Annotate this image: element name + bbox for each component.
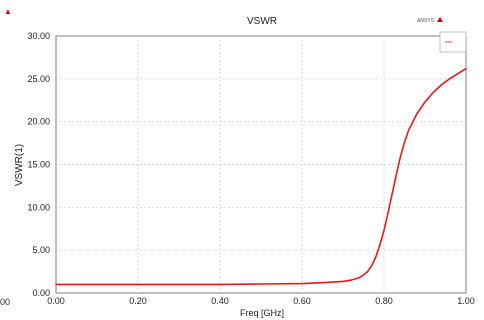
legend-box [439, 31, 467, 53]
y-tick-label: 0.00 [32, 288, 50, 298]
ansys-logo-mark [437, 17, 443, 22]
x-tick-label: 0.60 [293, 296, 311, 306]
y-tick-label: 30.00 [27, 31, 50, 41]
x-tick-label: 0.40 [211, 296, 229, 306]
y-tick-label: 20.00 [27, 117, 50, 127]
y-tick-label: 15.00 [27, 160, 50, 170]
x-tick-label: 1.00 [457, 296, 475, 306]
x-axis-ticks: 0.00 0.20 0.40 0.60 0.80 1.00 [47, 296, 475, 306]
series-layer [55, 67, 467, 286]
y-axis-label: VSWR(1) [14, 144, 25, 186]
x-tick-label: 0.20 [129, 296, 147, 306]
y-axis-ticks: 0.00 5.00 10.00 15.00 20.00 25.00 30.00 [27, 31, 50, 298]
ansys-logo-text: ANSYS [417, 18, 435, 24]
y-tick-label: 5.00 [32, 245, 50, 255]
x-tick-label: 0.80 [375, 296, 393, 306]
y-tick-label: 10.00 [27, 202, 50, 212]
legend [439, 31, 467, 53]
chart-title: VSWR [247, 16, 277, 27]
left-edge-tick: 00 [0, 297, 10, 307]
x-axis-label: Freq [GHz] [240, 308, 284, 318]
vswr-series-line [55, 67, 467, 286]
ansys-logo: ANSYS [417, 17, 443, 24]
grid-lines [56, 36, 466, 293]
y-tick-label: 25.00 [27, 74, 50, 84]
x-tick-label: 0.00 [47, 296, 65, 306]
left-corner-mark: ▲ [4, 7, 12, 16]
